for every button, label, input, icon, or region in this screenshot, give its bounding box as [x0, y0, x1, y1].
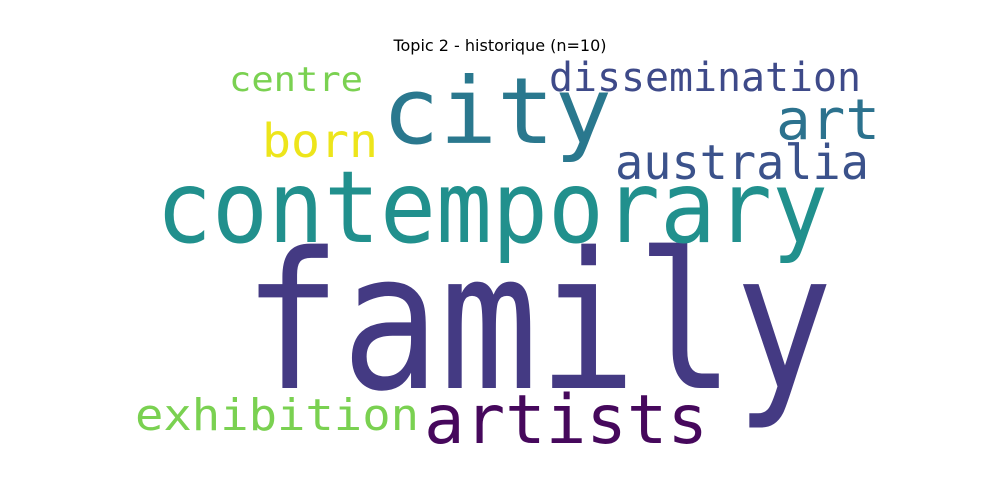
word-centre: centre [229, 60, 363, 100]
word-australia: australia [615, 135, 869, 191]
chart-title: Topic 2 - historique (n=10) [393, 36, 607, 55]
word-city: city [382, 58, 612, 165]
word-dissemination: dissemination [549, 55, 861, 101]
word-family: family [243, 212, 833, 433]
word-born: born [262, 114, 378, 168]
word-exhibition: exhibition [135, 390, 419, 441]
word-contemporary: contemporary [156, 149, 828, 266]
word-artists: artists [424, 381, 708, 460]
word-art: art [776, 88, 880, 153]
